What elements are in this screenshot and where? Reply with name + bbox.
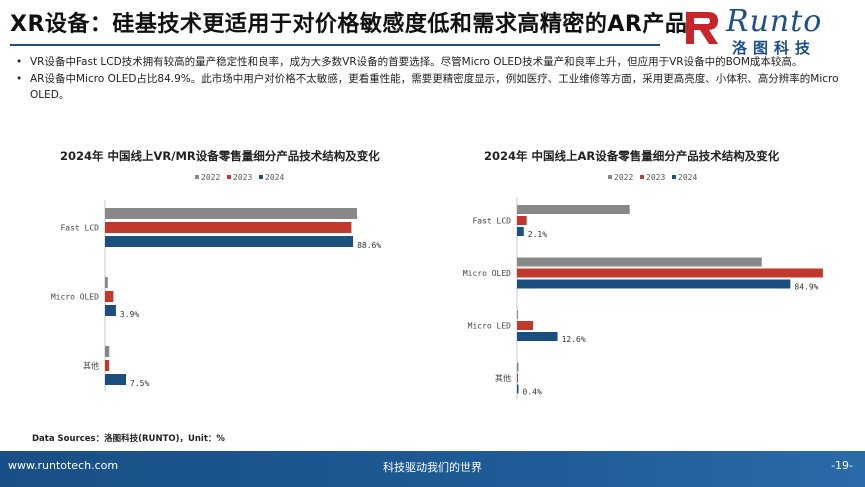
- data-label: 0.4%: [523, 388, 542, 397]
- bar-2024: [105, 236, 354, 247]
- legend-entry: 2022: [614, 173, 633, 182]
- legend-entry: 2024: [678, 173, 697, 182]
- legend-swatch: [640, 175, 644, 179]
- bar-2024: [517, 384, 519, 394]
- ar-chart: 2022 2023 2024 Fast LCD 2.1% Micro OLED 84.9% M…: [463, 173, 823, 400]
- bar-2024: [105, 374, 126, 385]
- bar-2024: [105, 305, 116, 316]
- category-label: Micro OLED: [463, 269, 511, 278]
- bar-2023: [517, 321, 534, 330]
- data-source-note: Data Sources：洛图科技(RUNTO)，Unit：%: [32, 434, 225, 444]
- legend-swatch: [259, 175, 263, 179]
- bullet-item: VR设备中Fast LCD技术拥有较高的量产稳定性和良率，成为大多数VR设备的首…: [16, 54, 846, 70]
- data-label: 2.1%: [528, 230, 547, 239]
- legend-swatch: [608, 175, 612, 179]
- logo-wordmark: Runto: [726, 4, 823, 39]
- chart-legend: 2022 2023 2024: [195, 173, 284, 182]
- legend-entry: 2024: [265, 173, 284, 182]
- bar-2023: [105, 222, 352, 233]
- chart-legend: 2022 2023 2024: [608, 173, 697, 182]
- logo-chinese-name: 洛图科技: [732, 39, 817, 57]
- bar-2022: [105, 346, 110, 357]
- bar-2022: [517, 362, 519, 372]
- bar-2023: [517, 373, 518, 383]
- footer-slogan: 科技驱动我们的世界: [383, 461, 482, 474]
- legend-swatch: [227, 175, 231, 179]
- category-label: Micro OLED: [51, 293, 99, 302]
- category-label: Fast LCD: [472, 217, 511, 226]
- bar-2022: [517, 257, 762, 267]
- bullet-item: AR设备中Micro OLED占比84.9%。此市场中用户对价格不太敏感，更看重…: [16, 71, 846, 103]
- bar-2023: [105, 360, 110, 371]
- data-label: 84.9%: [794, 283, 818, 292]
- legend-swatch: [195, 175, 199, 179]
- bar-2022: [105, 277, 108, 288]
- bar-2023: [105, 291, 114, 302]
- footer-bar: www.runtotech.com 科技驱动我们的世界 -19-: [0, 451, 865, 487]
- legend-swatch: [672, 175, 676, 179]
- vr-chart-title: 2024年 中国线上VR/MR设备零售量细分产品技术结构及变化: [60, 149, 380, 163]
- bar-2022: [517, 205, 630, 214]
- bar-2023: [517, 268, 823, 278]
- ar-chart-title: 2024年 中国线上AR设备零售量细分产品技术结构及变化: [484, 149, 780, 163]
- bar-2022: [517, 310, 518, 319]
- vr-chart: 2022 2023 2024 Fast LCD 88.6% Micro OLED 3.9% 其…: [51, 173, 381, 391]
- footer-url: www.runtotech.com: [8, 459, 119, 472]
- bar-2024: [517, 279, 791, 289]
- legend-entry: 2022: [201, 173, 220, 182]
- title-divider: [10, 44, 660, 46]
- bar-2023: [517, 216, 527, 225]
- bar-2024: [517, 227, 524, 236]
- data-label: 88.6%: [357, 241, 381, 250]
- brand-logo: Runto 洛图科技: [682, 4, 860, 57]
- data-label: 7.5%: [130, 379, 149, 388]
- legend-entry: 2023: [646, 173, 665, 182]
- category-label: Fast LCD: [60, 224, 99, 233]
- page-title: XR设备：硅基技术更适用于对价格敏感度低和需求高精密的AR产品: [10, 12, 688, 37]
- bar-2024: [517, 332, 558, 341]
- category-label: 其他: [495, 373, 511, 383]
- legend-entry: 2023: [233, 173, 252, 182]
- bullet-list: VR设备中Fast LCD技术拥有较高的量产稳定性和良率，成为大多数VR设备的首…: [16, 54, 846, 104]
- data-label: 3.9%: [120, 310, 139, 319]
- bar-2022: [105, 208, 357, 219]
- page-number: -19-: [831, 459, 853, 472]
- data-label: 12.6%: [562, 335, 586, 344]
- category-label: 其他: [83, 361, 99, 371]
- category-label: Micro LED: [468, 322, 512, 331]
- runto-r-logo-icon: [686, 12, 718, 44]
